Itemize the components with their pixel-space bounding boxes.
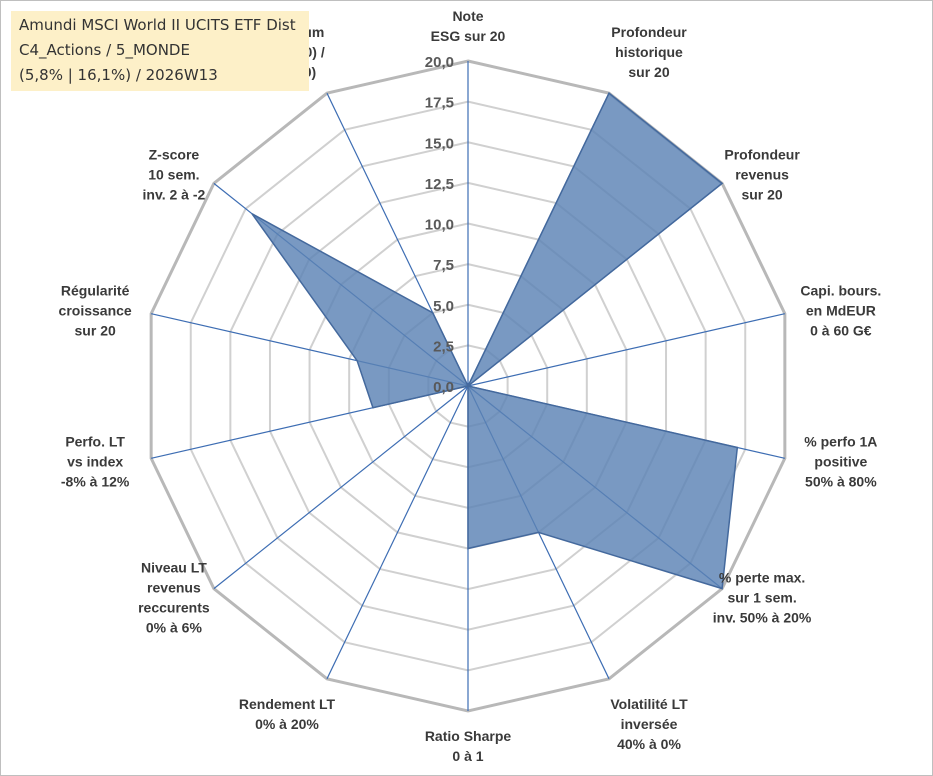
axis-label-2: Profondeur revenus sur 20	[724, 147, 800, 203]
tick-label-3: 7,5	[433, 257, 454, 274]
axis-label-12-line-2: inv. 2 à -2	[143, 187, 206, 203]
data-point-12	[251, 213, 253, 215]
spoke-9	[213, 385, 469, 590]
chart-title-box: Amundi MSCI World II UCITS ETF Dist C4_A…	[11, 11, 309, 91]
series-polygon	[251, 92, 739, 590]
axis-label-8-line-0: Rendement LT	[239, 696, 336, 712]
axis-label-2-line-1: revenus	[735, 167, 789, 183]
axis-label-11-line-2: sur 20	[75, 323, 116, 339]
tick-label-5: 12,5	[425, 176, 454, 193]
series-area	[251, 92, 739, 590]
axis-label-10-line-1: vs index	[67, 453, 123, 469]
axis-label-9-line-3: 0% à 6%	[146, 619, 203, 635]
axis-label-6-line-2: 40% à 0%	[617, 736, 681, 752]
axis-label-5-line-2: inv. 50% à 20%	[713, 609, 812, 625]
data-point-9	[467, 385, 469, 387]
tick-label-6: 15,0	[425, 135, 454, 152]
axis-label-0-line-1: ESG sur 20	[431, 28, 506, 44]
tick-label-8: 20,0	[425, 54, 454, 71]
axis-label-0-line-0: Note	[452, 8, 483, 24]
axis-label-9-line-1: revenus	[147, 579, 201, 595]
data-point-11	[356, 360, 358, 362]
tick-label-4: 10,0	[425, 217, 454, 234]
axis-label-5-line-0: % perte max.	[719, 569, 805, 585]
axis-label-4-line-2: 50% à 80%	[805, 473, 877, 489]
axis-label-11: Régularité croissance sur 20	[59, 283, 132, 339]
axis-label-7: Ratio Sharpe 0 à 1	[425, 728, 512, 764]
axis-label-6: Volatilité LT inversée 40% à 0%	[610, 696, 688, 752]
axis-label-2-line-0: Profondeur	[724, 147, 800, 163]
axis-label-10-line-2: -8% à 12%	[61, 473, 130, 489]
chart-subtitle-line-1: C4_Actions / 5_MONDE	[19, 41, 190, 59]
axis-label-5-line-1: sur 1 sem.	[727, 589, 796, 605]
axis-label-4-line-0: % perfo 1A	[804, 433, 877, 449]
data-point-1	[608, 92, 610, 94]
axis-label-3: Capi. bours. en MdEUR 0 à 60 G€	[800, 283, 881, 339]
tick-label-7: 17,5	[425, 95, 454, 112]
axis-label-1-line-0: Profondeur	[611, 24, 687, 40]
axis-label-10: Perfo. LT vs index -8% à 12%	[61, 433, 130, 489]
axis-label-9: Niveau LT revenus reccurents 0% à 6%	[138, 559, 210, 635]
axis-label-1-line-2: sur 20	[628, 64, 669, 80]
data-point-7	[467, 548, 469, 549]
chart-subtitle-line-2: (5,8% | 16,1%) / 2026W13	[19, 66, 218, 84]
spoke-3	[467, 313, 785, 387]
axis-label-6-line-0: Volatilité LT	[610, 696, 688, 712]
chart-title: Amundi MSCI World II UCITS ETF Dist	[19, 16, 296, 34]
axis-label-11-line-0: Régularité	[61, 283, 130, 299]
axis-label-5: % perte max. sur 1 sem. inv. 50% à 20%	[713, 569, 812, 625]
data-point-13	[432, 312, 434, 314]
data-point-2	[721, 182, 723, 184]
axis-label-3-line-2: 0 à 60 G€	[810, 323, 872, 339]
axis-label-12-line-0: Z-score	[149, 147, 200, 163]
axis-label-4-line-1: positive	[814, 453, 867, 469]
axis-label-3-line-0: Capi. bours.	[800, 283, 881, 299]
axis-label-8-line-1: 0% à 20%	[255, 716, 319, 732]
axis-label-0: Note ESG sur 20	[431, 8, 506, 44]
data-point-4	[736, 446, 738, 448]
axis-label-8: Rendement LT 0% à 20%	[239, 696, 336, 732]
axis-label-11-line-1: croissance	[59, 303, 132, 319]
tick-label-0: 0,0	[433, 379, 454, 396]
axis-label-9-line-2: reccurents	[138, 599, 210, 615]
axis-label-2-line-2: sur 20	[741, 187, 782, 203]
tick-label-2: 5,0	[433, 298, 454, 315]
axis-label-4: % perfo 1A positive 50% à 80%	[804, 433, 877, 489]
axis-label-3-line-1: en MdEUR	[806, 303, 876, 319]
axis-label-1: Profondeur historique sur 20	[611, 24, 687, 80]
axis-label-1-line-1: historique	[615, 44, 683, 60]
data-point-10	[372, 407, 374, 409]
spoke-8	[326, 385, 469, 680]
tick-label-1: 2,5	[433, 338, 454, 355]
axis-label-6-line-1: inversée	[621, 716, 678, 732]
axis-label-12-line-1: 10 sem.	[148, 167, 199, 183]
data-point-6	[538, 531, 540, 533]
data-point-5	[721, 588, 723, 590]
axis-labels: Note ESG sur 20 Profondeur historique sur 20…	[59, 8, 882, 764]
axis-label-7-line-1: 0 à 1	[452, 748, 483, 764]
axis-label-9-line-0: Niveau LT	[141, 559, 207, 575]
radial-tick-labels: 0,0 2,5 5,0 7,5 10,0 12,5 15,0 17,5 20,0	[425, 54, 454, 396]
axis-label-10-line-0: Perfo. LT	[65, 433, 125, 449]
axis-label-7-line-0: Ratio Sharpe	[425, 728, 512, 744]
axis-label-12: Z-score 10 sem. inv. 2 à -2	[143, 147, 206, 203]
